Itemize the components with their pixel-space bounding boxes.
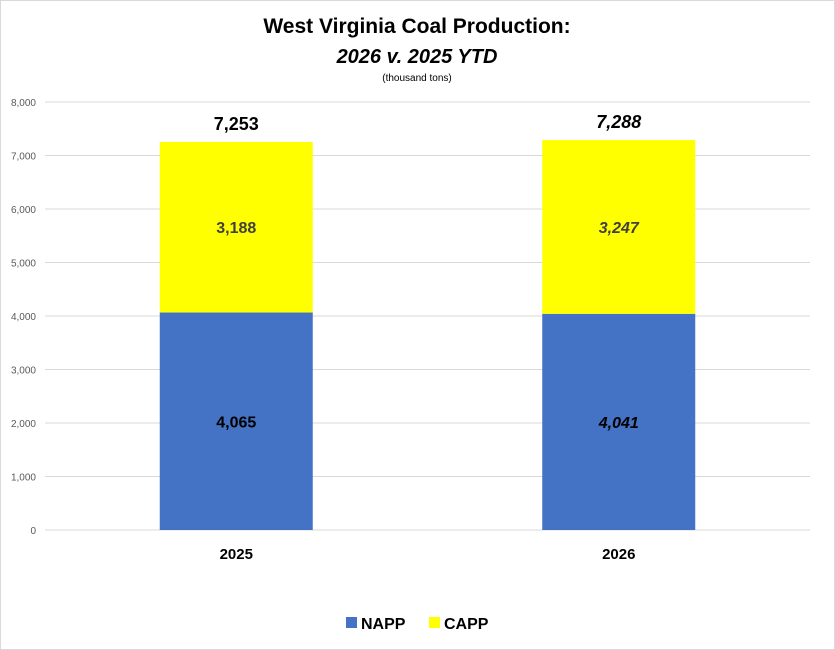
data-label: 4,041 [598,415,639,432]
y-tick-label: 5,000 [11,259,36,270]
total-label: 7,288 [596,112,641,132]
data-label: 4,065 [216,414,256,431]
data-label: 3,188 [216,220,256,237]
bar-capp-2025 [159,141,313,313]
y-tick-label: 0 [30,526,36,537]
legend-swatch-capp [429,617,440,628]
chart-title: West Virginia Coal Production: [263,15,570,38]
bar-napp-2025 [159,312,313,530]
chart-subtitle: 2026 v. 2025 YTD [336,46,498,68]
bar-capp-2026 [542,140,696,314]
data-label: 3,247 [599,220,640,237]
y-tick-label: 2,000 [11,419,36,430]
chart-units: (thousand tons) [382,73,452,84]
legend-swatch-napp [346,617,357,628]
y-tick-label: 6,000 [11,205,36,216]
y-tick-label: 4,000 [11,312,36,323]
y-tick-label: 7,000 [11,152,36,163]
bar-napp-2026 [542,313,696,530]
x-tick-label: 2026 [602,546,635,563]
y-tick-label: 1,000 [11,473,36,484]
y-tick-label: 8,000 [11,98,36,109]
y-tick-label: 3,000 [11,366,36,377]
total-label: 7,253 [214,114,259,134]
legend-label-capp: CAPP [444,616,489,633]
legend-label-napp: NAPP [361,616,406,633]
x-tick-label: 2025 [220,546,253,563]
